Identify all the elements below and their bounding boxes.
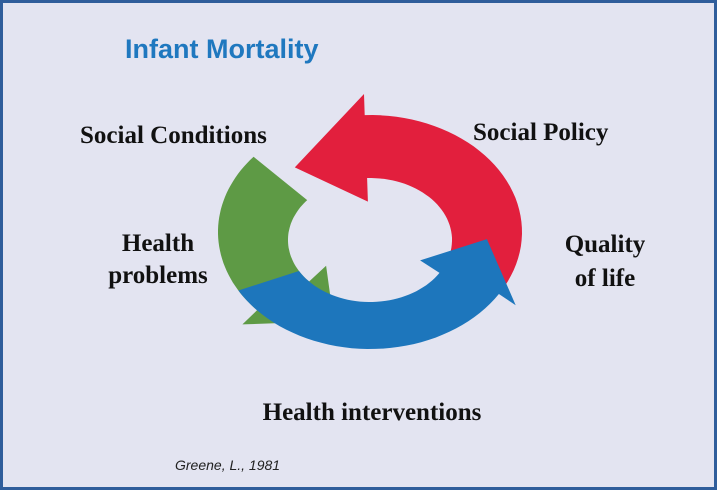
label: Health [122,230,194,257]
cycle-arrow [294,94,522,287]
label: of life [575,265,635,292]
cycle-arrow [238,239,516,349]
title: Infant Mortality [125,34,319,64]
label: Quality [565,231,646,258]
label: Social Conditions [80,122,267,149]
citation: Greene, L., 1981 [175,457,280,473]
label: Social Policy [473,119,609,146]
cycle-arrows [218,94,522,349]
label: Health interventions [263,399,482,426]
label: problems [108,262,208,289]
